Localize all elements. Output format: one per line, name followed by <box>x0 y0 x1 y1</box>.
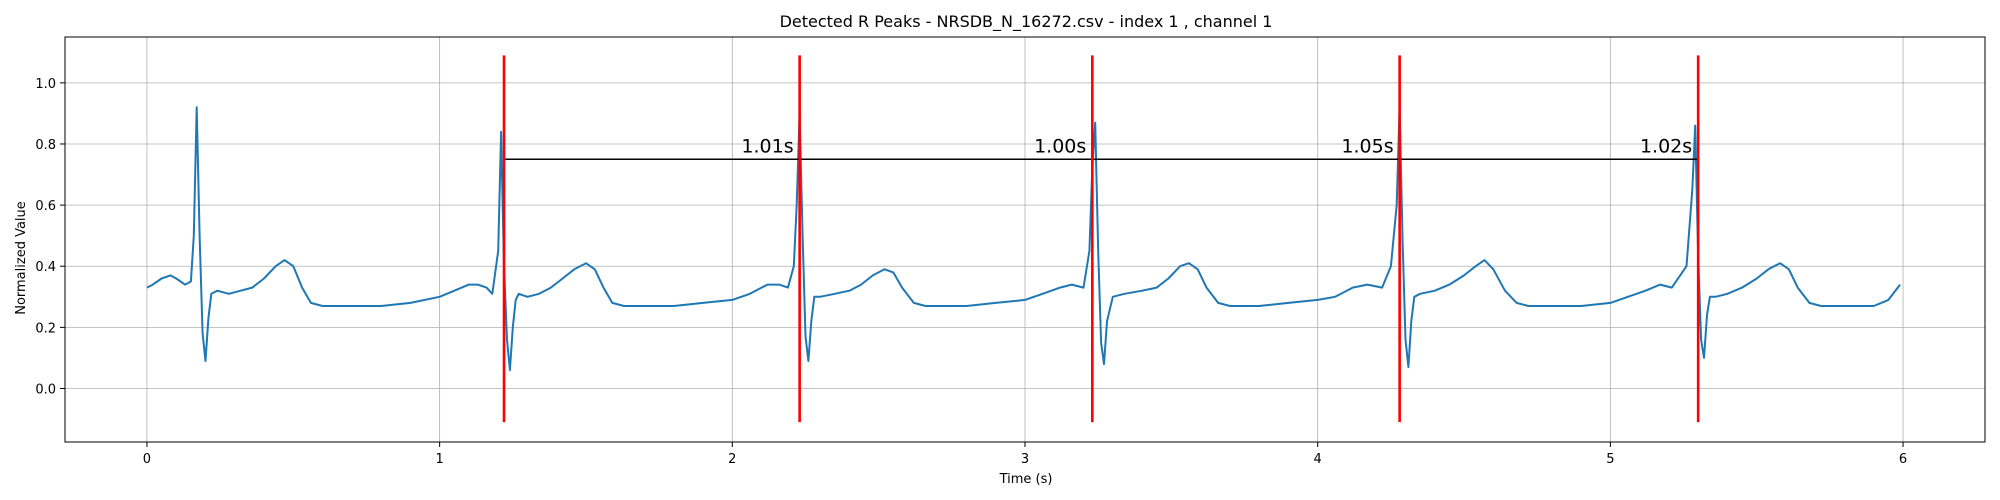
ecg-signal-line <box>146 106 1901 372</box>
grid-lines <box>65 37 1985 442</box>
x-tick-label: 5 <box>1606 452 1614 467</box>
x-tick-label: 3 <box>1021 452 1029 467</box>
x-tick-label: 2 <box>728 452 736 467</box>
y-tick-label: 0.6 <box>35 199 56 214</box>
x-axis-ticks: 0 1 2 3 4 5 6 <box>143 442 1907 467</box>
y-tick-label: 0.2 <box>35 321 56 336</box>
x-tick-label: 4 <box>1314 452 1322 467</box>
y-tick-label: 1.0 <box>35 77 56 92</box>
axes-frame <box>64 36 1986 443</box>
y-axis-ticks: 0.0 0.2 0.4 0.6 0.8 1.0 <box>35 77 65 398</box>
plot-area: 1.01s 1.00s 1.05s 1.02s <box>146 55 1901 423</box>
y-tick-label: 0.0 <box>35 383 56 398</box>
rr-interval-label: 1.01s <box>741 135 793 157</box>
y-tick-label: 0.4 <box>35 260 56 275</box>
rr-interval-label: 1.02s <box>1640 135 1692 157</box>
rr-interval-label: 1.00s <box>1034 135 1086 157</box>
x-tick-label: 0 <box>143 452 151 467</box>
y-tick-label: 0.8 <box>35 138 56 153</box>
y-axis-label: Normalized Value <box>14 201 29 315</box>
rr-interval-label: 1.05s <box>1341 135 1393 157</box>
x-tick-label: 1 <box>435 452 443 467</box>
x-axis-label: Time (s) <box>999 472 1053 487</box>
chart-title: Detected R Peaks - NRSDB_N_16272.csv - i… <box>780 12 1273 32</box>
x-tick-label: 6 <box>1899 452 1907 467</box>
